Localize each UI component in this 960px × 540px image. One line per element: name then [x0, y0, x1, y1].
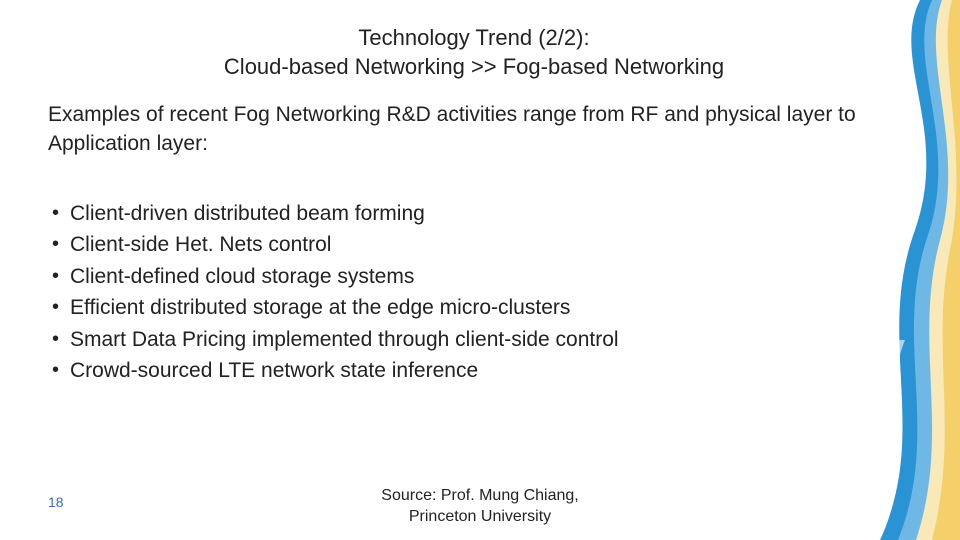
slide-container: Technology Trend (2/2): Cloud-based Netw… — [0, 0, 960, 540]
slide-footer: 18 Source: Prof. Mung Chiang, Princeton … — [0, 486, 960, 528]
source-line-1: Source: Prof. Mung Chiang, — [48, 486, 912, 507]
source-line-2: Princeton University — [48, 507, 912, 528]
list-item: Client-defined cloud storage systems — [52, 261, 900, 293]
intro-text: Examples of recent Fog Networking R&D ac… — [48, 101, 900, 158]
title-line-2: Cloud-based Networking >> Fog-based Netw… — [48, 53, 900, 82]
list-item: Smart Data Pricing implemented through c… — [52, 324, 900, 356]
title-line-1: Technology Trend (2/2): — [48, 24, 900, 53]
source-citation: Source: Prof. Mung Chiang, Princeton Uni… — [48, 486, 912, 528]
list-item: Efficient distributed storage at the edg… — [52, 292, 900, 324]
slide-title: Technology Trend (2/2): Cloud-based Netw… — [48, 24, 900, 81]
list-item: Client-driven distributed beam forming — [52, 198, 900, 230]
list-item: Crowd-sourced LTE network state inferenc… — [52, 355, 900, 387]
page-number: 18 — [48, 494, 64, 510]
bullet-list: Client-driven distributed beam forming C… — [48, 198, 900, 387]
list-item: Client-side Het. Nets control — [52, 229, 900, 261]
